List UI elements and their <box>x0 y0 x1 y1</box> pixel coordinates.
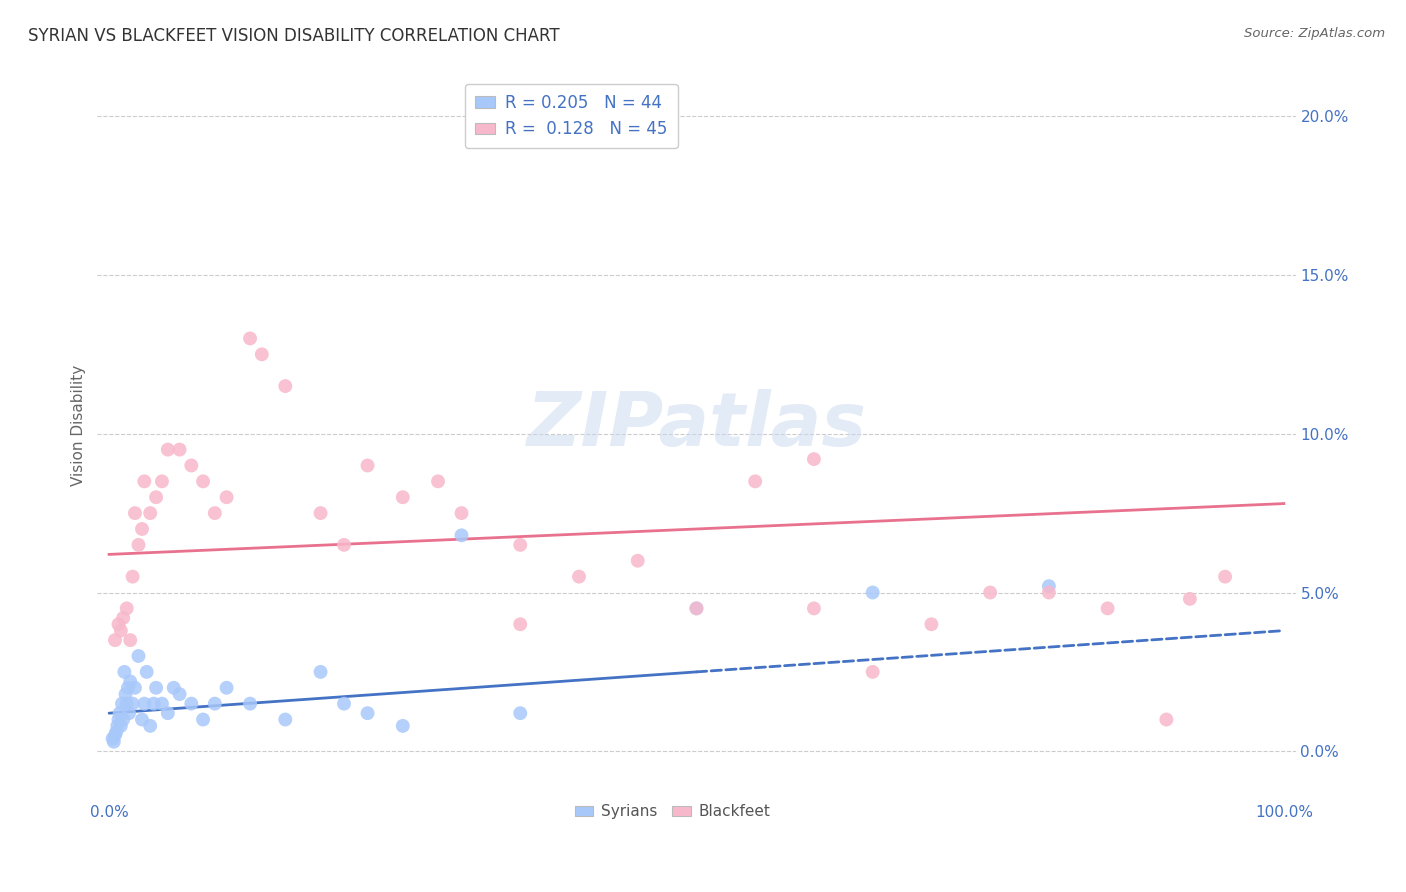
Point <box>427 475 450 489</box>
Point <box>239 331 262 345</box>
Point <box>803 452 825 467</box>
Point <box>121 569 143 583</box>
Point <box>803 601 825 615</box>
Point <box>920 617 942 632</box>
Point <box>115 697 138 711</box>
Point <box>509 617 531 632</box>
Point <box>111 697 134 711</box>
Point <box>568 569 591 583</box>
Point <box>107 617 129 632</box>
Point <box>110 719 132 733</box>
Point <box>862 665 884 679</box>
Point <box>979 585 1001 599</box>
Point <box>150 697 173 711</box>
Point <box>156 706 179 721</box>
Point <box>862 585 884 599</box>
Point <box>191 713 214 727</box>
Point <box>150 475 173 489</box>
Point <box>250 347 273 361</box>
Point <box>114 687 136 701</box>
Point <box>134 475 156 489</box>
Point <box>104 728 127 742</box>
Point <box>509 538 531 552</box>
Point <box>127 648 149 663</box>
Point <box>1038 579 1060 593</box>
Point <box>239 697 262 711</box>
Point <box>163 681 186 695</box>
Text: SYRIAN VS BLACKFEET VISION DISABILITY CORRELATION CHART: SYRIAN VS BLACKFEET VISION DISABILITY CO… <box>28 27 560 45</box>
Point <box>142 697 165 711</box>
Point <box>356 706 378 721</box>
Point <box>169 687 191 701</box>
Point <box>105 719 128 733</box>
Point <box>191 475 214 489</box>
Point <box>127 538 149 552</box>
Point <box>115 601 138 615</box>
Point <box>744 475 766 489</box>
Point <box>204 506 226 520</box>
Point <box>215 681 238 695</box>
Text: ZIPatlas: ZIPatlas <box>526 389 866 462</box>
Point <box>1156 713 1178 727</box>
Point <box>104 633 127 648</box>
Point <box>450 506 472 520</box>
Point <box>391 719 413 733</box>
Point <box>274 713 297 727</box>
Point <box>309 506 332 520</box>
Point <box>124 506 146 520</box>
Point <box>117 681 139 695</box>
Point <box>169 442 191 457</box>
Point <box>107 713 129 727</box>
Y-axis label: Vision Disability: Vision Disability <box>72 365 86 486</box>
Point <box>135 665 157 679</box>
Point <box>333 697 356 711</box>
Point <box>356 458 378 473</box>
Point <box>1097 601 1119 615</box>
Point <box>145 681 167 695</box>
Text: Source: ZipAtlas.com: Source: ZipAtlas.com <box>1244 27 1385 40</box>
Point <box>124 681 146 695</box>
Point <box>139 719 162 733</box>
Point <box>110 624 132 638</box>
Point <box>139 506 162 520</box>
Point <box>120 674 142 689</box>
Point <box>112 611 135 625</box>
Point <box>180 697 202 711</box>
Point <box>156 442 179 457</box>
Point <box>112 713 135 727</box>
Point <box>101 731 124 746</box>
Point <box>131 522 153 536</box>
Point <box>1213 569 1236 583</box>
Point <box>450 528 472 542</box>
Point <box>685 601 707 615</box>
Point <box>108 706 131 721</box>
Point <box>1178 591 1201 606</box>
Text: 100.0%: 100.0% <box>1254 805 1313 821</box>
Point <box>627 554 650 568</box>
Point <box>120 633 142 648</box>
Point <box>121 697 143 711</box>
Point <box>274 379 297 393</box>
Point <box>204 697 226 711</box>
Point <box>215 490 238 504</box>
Point <box>134 697 156 711</box>
Point <box>309 665 332 679</box>
Point <box>333 538 356 552</box>
Point <box>509 706 531 721</box>
Point <box>1038 585 1060 599</box>
Point <box>105 725 128 739</box>
Point <box>103 735 125 749</box>
Point <box>118 706 141 721</box>
Point <box>131 713 153 727</box>
Point <box>391 490 413 504</box>
Point <box>685 601 707 615</box>
Legend: Syrians, Blackfeet: Syrians, Blackfeet <box>568 798 776 825</box>
Point <box>180 458 202 473</box>
Text: 0.0%: 0.0% <box>90 805 128 821</box>
Point <box>145 490 167 504</box>
Point <box>112 665 135 679</box>
